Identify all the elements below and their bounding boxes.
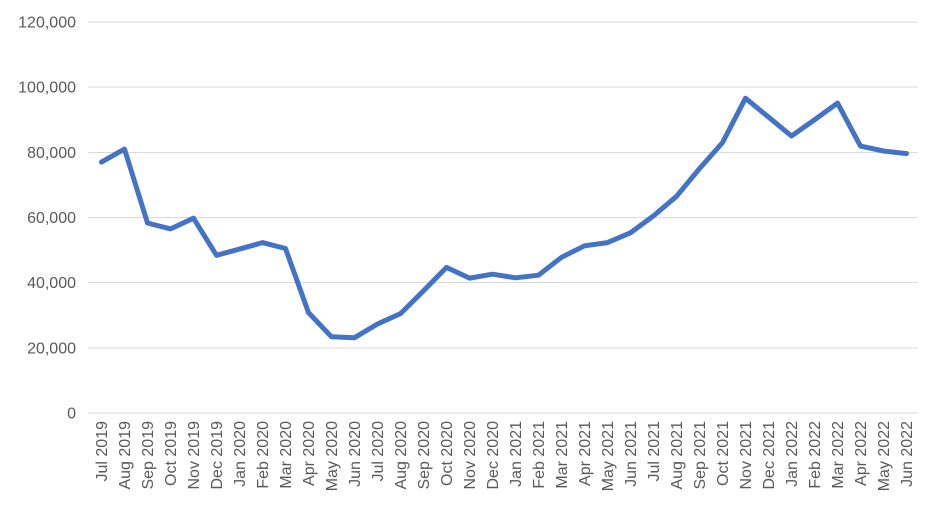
x-axis-tick-label: Apr 2022 [853,421,870,486]
x-axis-tick-label: Aug 2020 [393,421,410,490]
x-axis-tick-label: Jan 2022 [784,421,801,487]
x-axis-tick-label: Sep 2021 [692,421,709,490]
x-axis-tick-label: Oct 2019 [163,421,180,486]
x-axis-tick-label: Dec 2020 [485,421,502,490]
x-axis-tick-label: Mar 2021 [554,421,571,489]
x-axis-tick-label: Oct 2020 [439,421,456,486]
x-axis-tick-label: Sep 2019 [140,421,157,490]
x-axis-tick-label: May 2021 [600,421,617,491]
y-axis-tick-label: 80,000 [27,145,76,162]
x-axis-tick-label: Feb 2022 [807,421,824,489]
gridlines-group [88,21,918,414]
x-axis-tick-label: Jul 2021 [646,421,663,482]
x-axis-tick-label: Sep 2020 [416,421,433,490]
y-axis-tick-label: 60,000 [27,210,76,227]
x-axis-tick-label: Feb 2020 [255,421,272,489]
x-axis-tick-label: Jan 2020 [232,421,249,487]
x-axis-labels-group: Jul 2019 Aug 2019 Sep 2019 Oct 2019 Nov 2019… [94,421,916,491]
x-axis-tick-label: May 2020 [324,421,341,491]
x-axis-tick-label: Jan 2021 [508,421,525,487]
y-axis-tick-label: 120,000 [18,15,76,32]
x-axis-tick-label: Jun 2020 [347,421,364,487]
x-axis-tick-label: Jul 2020 [370,421,387,482]
series-group [99,95,909,341]
x-axis-tick-label: May 2022 [876,421,893,491]
x-axis-tick-label: Dec 2021 [761,421,778,490]
x-axis-tick-label: Mar 2020 [278,421,295,489]
x-axis-tick-label: Apr 2021 [577,421,594,486]
y-axis-tick-label: 20,000 [27,340,76,357]
x-axis-tick-label: Mar 2022 [830,421,847,489]
x-axis-tick-label: Nov 2020 [462,421,479,490]
x-axis-tick-label: Oct 2021 [715,421,732,486]
x-axis-tick-label: Dec 2019 [209,421,226,490]
x-axis-tick-label: Apr 2020 [301,421,318,486]
y-axis-labels-group: 0 20,000 40,000 60,000 80,000 100,000 120,000 [18,15,76,423]
x-axis-tick-label: Nov 2021 [738,421,755,490]
x-axis-tick-label: Nov 2019 [186,421,203,490]
x-axis-tick-label: Aug 2019 [117,421,134,490]
x-axis-tick-label: Aug 2021 [669,421,686,490]
x-axis-tick-label: Feb 2021 [531,421,548,489]
x-axis-tick-label: Jul 2019 [94,421,111,482]
x-axis-tick-label: Jun 2022 [899,421,916,487]
data-series-line [99,95,909,341]
y-axis-tick-label: 0 [67,406,76,423]
y-axis-tick-label: 100,000 [18,80,76,97]
x-axis-tick-label: Jun 2021 [623,421,640,487]
y-axis-tick-label: 40,000 [27,275,76,292]
